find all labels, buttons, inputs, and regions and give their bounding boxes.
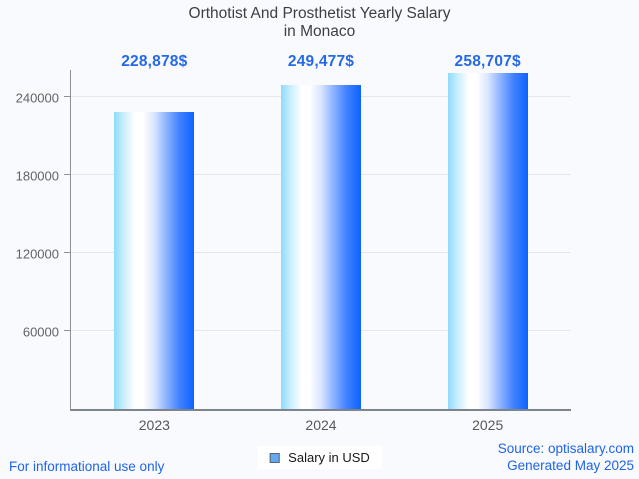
y-tick-mark [64, 330, 70, 331]
x-tick-label-2024: 2024 [305, 417, 337, 433]
bars-layer [71, 70, 571, 409]
bar-2024[interactable] [281, 85, 361, 409]
legend-marker-square-icon [269, 452, 280, 463]
bar-column-2025 [404, 70, 571, 409]
y-tick-mark [64, 174, 70, 175]
y-tick-label: 240000 [15, 90, 59, 105]
plot-area: 60000 120000 180000 240000 228,878$ 249,477$… [16, 53, 571, 433]
informational-note: For informational use only [9, 459, 165, 474]
source-text: Source: optisalary.com [497, 441, 634, 456]
chart-title-line1: Orthotist And Prosthetist Yearly Salary [188, 5, 451, 22]
chart-title: Orthotist And Prosthetist Yearly Salary … [0, 5, 639, 41]
bar-value-labels: 228,878$ 249,477$ 258,707$ [71, 53, 571, 71]
bar-value-label-2025: 258,707$ [454, 53, 521, 70]
generated-text: Generated May 2025 [507, 458, 634, 473]
x-axis-labels: 2023 2024 2025 [71, 417, 571, 433]
y-tick-mark [64, 96, 70, 97]
legend[interactable]: Salary in USD [257, 446, 382, 469]
x-tick-label-2025: 2025 [472, 417, 504, 433]
bar-column-2024 [238, 70, 405, 409]
y-tick-label: 60000 [22, 324, 59, 339]
legend-label: Salary in USD [288, 450, 370, 465]
bar-2025[interactable] [447, 73, 528, 409]
bar-2023[interactable] [114, 112, 195, 409]
bar-column-2023 [71, 70, 238, 409]
bar-value-label-2023: 228,878$ [121, 53, 188, 70]
x-tick-label-2023: 2023 [138, 417, 170, 433]
bar-value-label-2024: 249,477$ [287, 53, 355, 70]
y-tick-label: 120000 [15, 246, 59, 261]
chart-title-line2: in Monaco [283, 23, 356, 40]
y-tick-label: 180000 [15, 168, 59, 183]
source-block: Source: optisalary.com Generated May 202… [498, 440, 634, 474]
y-tick-mark [64, 252, 70, 253]
